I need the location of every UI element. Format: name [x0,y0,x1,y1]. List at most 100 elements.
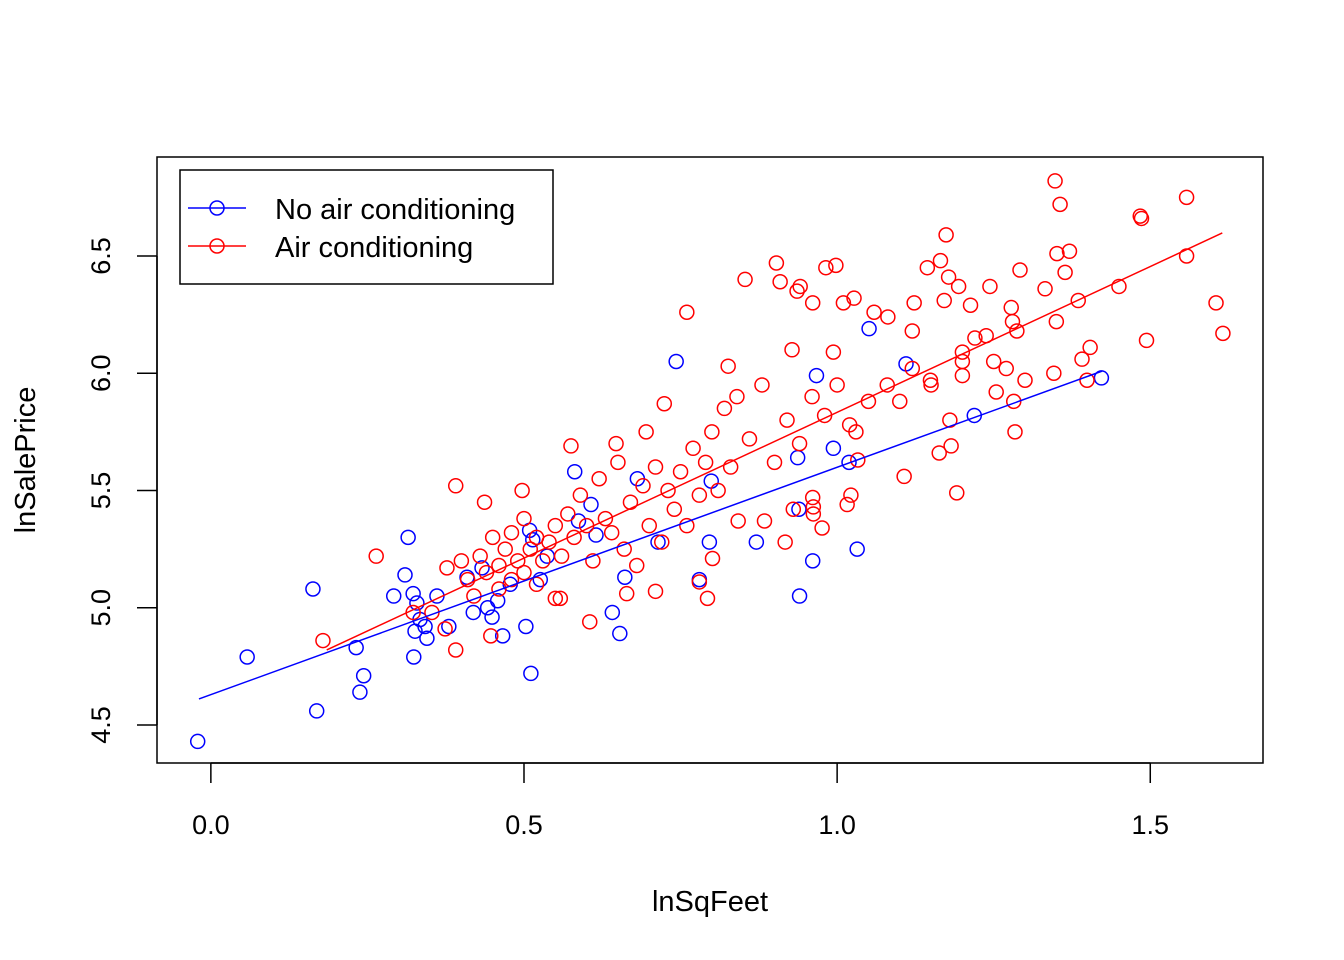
point-ac [476,494,493,510]
point-ac [514,482,530,499]
point-no-ac [588,527,604,543]
point-ac [943,438,959,454]
point-ac [880,309,896,325]
point-ac [315,632,331,649]
point-no-ac [305,581,321,597]
point-ac [804,388,820,405]
y-tick-label: 6.0 [86,354,116,392]
point-ac [437,621,453,637]
point-ac [1133,210,1150,227]
point-ac [585,553,601,569]
point-ac [785,501,802,517]
point-ac [1061,243,1078,260]
point-no-ac [441,618,457,635]
point-ac [503,524,520,541]
point-ac [439,560,455,576]
point-ac [804,489,821,506]
point-ac [491,581,507,597]
point-ac [1082,339,1098,356]
x-tick-label: 0.0 [192,810,230,840]
legend-label-no-ac: No air conditioning [275,194,515,226]
point-ac [754,377,770,393]
point-ac [635,478,651,494]
point-ac [1079,372,1095,389]
point-ac [560,506,576,522]
point-ac [922,372,939,389]
point-ac [866,304,882,321]
point-no-ac [789,449,806,466]
point-ac [784,342,800,358]
point-ac [766,454,783,471]
point-ac [660,482,676,499]
y-tick-label: 5.0 [86,589,116,627]
point-no-ac [566,463,583,480]
point-no-ac [406,649,422,665]
point-no-ac [748,534,765,550]
legend-label-ac: Air conditioning [275,232,473,264]
point-ac [846,290,862,306]
point-ac [835,295,852,311]
point-ac [722,459,739,475]
point-ac [1046,365,1062,381]
point-ac [522,541,539,557]
point-ac [656,395,673,412]
point-ac [988,384,1004,400]
point-ac [597,510,614,527]
point-ac [1057,264,1073,281]
point-no-ac [604,604,621,621]
point-ac [962,297,979,313]
point-ac [906,295,922,311]
point-ac [756,513,773,529]
point-no-ac [518,618,534,635]
point-ac [608,435,624,452]
point-ac [704,424,720,440]
point-no-ac [570,513,587,529]
point-ac [789,283,805,299]
point-ac [825,344,842,360]
point-ac [850,452,866,468]
point-ac [497,541,513,557]
point-ac [672,463,689,480]
point-ac [1009,323,1025,339]
point-ac [447,478,464,494]
point-ac [528,576,545,593]
point-no-ac [400,529,416,546]
point-ac [1007,424,1023,440]
point-ac [582,614,598,630]
point-ac [628,557,645,574]
point-ac [1037,281,1053,297]
point-ac [938,227,954,243]
point-ac [923,377,939,393]
point-no-ac [355,668,372,684]
point-ac [509,553,526,569]
point-no-ac [523,665,539,682]
point-ac [679,304,695,321]
point-ac [998,360,1014,377]
point-no-ac [612,625,628,642]
point-ac [860,393,877,410]
legend: No air conditioning Air conditioning [179,169,554,285]
point-ac [647,459,664,475]
point-ac [547,590,564,607]
point-ac [805,499,822,515]
legend-marker-no-ac [209,200,225,216]
point-ac [610,454,626,471]
point-ac [453,553,470,569]
point-ac [654,534,670,550]
point-ac [843,487,859,503]
point-no-ac [189,733,206,750]
fit-lines [198,232,1223,700]
x-axis: 0.0 0.5 1.0 1.5 [192,762,1169,840]
point-ac [936,292,952,309]
point-ac [737,271,753,288]
point-no-ac [419,630,435,646]
point-ac [768,255,785,271]
point-ac [729,388,745,405]
point-ac [1049,245,1065,262]
point-ac [541,534,557,550]
point-ac [563,438,579,454]
point-ac [368,548,384,564]
point-ac [638,424,654,440]
point-ac [1074,351,1090,367]
